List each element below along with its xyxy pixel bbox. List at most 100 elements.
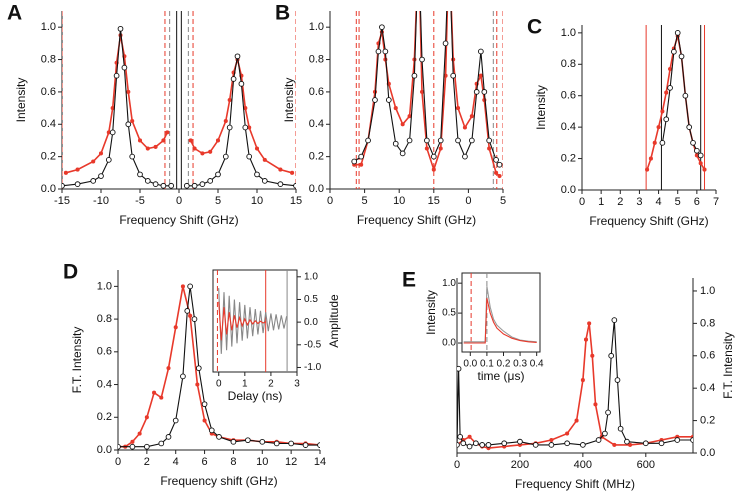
data-point-circle [74,181,81,187]
x-axis-label: Frequency Shift (MHz) [515,477,635,491]
series-line [661,32,702,156]
y-tick-label: 0.4 [41,118,56,130]
x-tick-label: 1 [242,379,248,390]
data-point-circle [478,48,484,55]
data-point-dot [144,415,149,420]
data-point-circle [144,443,150,450]
data-point-circle [678,53,685,60]
data-point-circle [317,442,320,448]
x-tick-label: 6 [694,196,700,208]
data-point-circle [690,437,693,443]
series-line [457,320,693,448]
data-point-circle [455,137,461,144]
data-point-dot [494,170,499,175]
x-tick-label: 5 [675,196,681,208]
data-point-dot [75,167,80,172]
data-point-dot [159,395,164,400]
y-tick-label: 0.8 [41,53,56,65]
x-tick-label: 12 [285,456,297,468]
data-point-dot [195,382,200,387]
data-point-circle [191,316,198,322]
data-point-circle [392,140,399,147]
data-point-circle [473,440,479,447]
y-tick-label: 0.6 [41,86,56,98]
data-point-circle [230,438,237,445]
data-point-circle [659,140,666,146]
data-point-circle [496,161,503,168]
plot-area [62,11,296,189]
y-tick-label: 0.0 [561,184,576,196]
data-point-dot [419,89,425,94]
data-point-dot [192,146,197,151]
data-point-dot [200,151,205,156]
x-tick-label: 8 [230,456,236,468]
x-tick-label: 0 [454,459,460,471]
x-tick-label: 1 [598,196,604,208]
y-tick-label: 0.8 [700,317,715,329]
data-point-dot [130,439,135,444]
inset-frame [212,269,298,373]
data-point-dot [656,125,661,130]
x-tick-label: 0.4 [530,359,544,370]
data-point-dot [153,144,158,149]
y-tick-label: 0.5 [442,308,456,319]
y-tick-label: 0.5 [304,294,318,305]
x-tick-label: 2 [144,456,150,468]
panel-label: D [63,261,78,284]
x-axis-label: Frequency Shift (GHz) [119,213,238,227]
data-point-circle [358,153,364,160]
data-point-circle [372,97,378,103]
data-point-dot [91,159,96,164]
data-point-circle [160,182,167,189]
y-tick-label: 1.0 [309,21,324,33]
data-point-circle [411,72,418,79]
data-point-dot [645,167,650,172]
data-point-dot [664,90,669,95]
data-point-circle [406,137,413,144]
data-point-circle [614,377,621,383]
x-tick-label: -15 [54,195,70,207]
data-point-dot [583,337,589,342]
data-point-circle [674,437,681,443]
x-tick-label: 0.1 [480,359,494,370]
x-tick-label: 0 [579,196,585,208]
series-line [118,286,320,448]
data-point-circle [466,443,473,450]
data-point-circle [382,48,389,55]
data-point-circle [611,317,618,323]
data-point-circle [117,25,124,32]
data-point-dot [400,122,405,127]
y-tick-label: 0.6 [561,90,576,102]
data-point-circle [517,438,523,445]
data-point-circle [442,40,449,47]
data-point-circle [184,308,191,314]
data-point-circle [419,56,425,63]
data-point-dot [574,418,579,423]
data-point-circle [379,24,385,31]
panel: 0 1 2 3 4 5 6 7 0.0 0.2 0.4 0.6 0.8 1.0 C Frequency Shi… [527,16,719,229]
x-tick-label: 3 [636,196,642,208]
y-tick-label: 0.2 [41,151,56,163]
panel: 0 2 4 6 8 10 12 140.00.20.40.60.81.0DFrequency … [63,261,326,489]
y-axis-label: Intensity [424,290,438,335]
data-point-dot [455,106,461,111]
data-point-circle [674,30,681,36]
x-axis-label: time (μs) [478,369,525,383]
x-tick-label: 15 [290,195,302,207]
data-point-dot [137,431,142,436]
x-tick-label: 0 [465,195,471,207]
y-tick-label: 0.4 [700,382,715,394]
y-tick-label: 0.0 [97,444,112,456]
data-point-circle [180,373,186,380]
y-tick-label: 0.2 [561,152,576,164]
data-point-dot [188,313,193,318]
y-tick-label: 0.2 [700,414,715,426]
data-point-circle [457,433,463,440]
data-point-dot [173,325,178,330]
data-point-dot [290,170,295,175]
data-point-circle [617,425,624,432]
data-point-circle [277,181,284,187]
data-point-dot [652,140,657,145]
data-point-dot [180,284,185,289]
data-point-circle [158,440,165,447]
